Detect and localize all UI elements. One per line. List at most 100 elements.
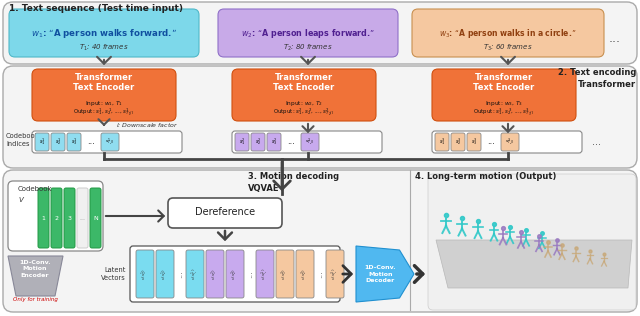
FancyBboxPatch shape bbox=[8, 181, 103, 251]
FancyBboxPatch shape bbox=[51, 133, 65, 151]
Text: $T_3$: 60 frames: $T_3$: 60 frames bbox=[483, 43, 532, 53]
FancyBboxPatch shape bbox=[3, 66, 637, 168]
Polygon shape bbox=[356, 246, 414, 302]
Text: $s_1^1$: $s_1^1$ bbox=[38, 137, 45, 147]
Text: ...: ... bbox=[175, 270, 184, 278]
FancyBboxPatch shape bbox=[9, 9, 199, 57]
Text: Text Encoder: Text Encoder bbox=[474, 83, 534, 92]
FancyBboxPatch shape bbox=[218, 9, 398, 57]
Text: Codebook
Indices: Codebook Indices bbox=[6, 133, 40, 147]
Text: Dereference: Dereference bbox=[195, 207, 255, 217]
Text: Output: $s_1^2$, $s_2^2$, ..., $s_{T_2/l}^2$: Output: $s_1^2$, $s_2^2$, ..., $s_{T_2/l… bbox=[273, 106, 335, 118]
Text: $s_3^3$: $s_3^3$ bbox=[470, 137, 477, 147]
FancyBboxPatch shape bbox=[432, 69, 576, 121]
FancyBboxPatch shape bbox=[412, 9, 604, 57]
FancyBboxPatch shape bbox=[276, 250, 294, 298]
FancyBboxPatch shape bbox=[296, 250, 314, 298]
Text: $v(s_1^2)$: $v(s_1^2)$ bbox=[210, 268, 220, 280]
Text: ...: ... bbox=[87, 137, 95, 147]
FancyBboxPatch shape bbox=[77, 188, 88, 248]
FancyBboxPatch shape bbox=[267, 133, 281, 151]
FancyBboxPatch shape bbox=[130, 246, 340, 302]
Text: ...: ... bbox=[246, 270, 255, 278]
FancyBboxPatch shape bbox=[251, 133, 265, 151]
Text: ...: ... bbox=[609, 32, 621, 45]
FancyBboxPatch shape bbox=[432, 131, 582, 153]
FancyBboxPatch shape bbox=[32, 131, 182, 153]
Text: $v(s_{T_2}^2)$: $v(s_{T_2}^2)$ bbox=[260, 268, 271, 280]
Text: $s_{T_1/l}^1$: $s_{T_1/l}^1$ bbox=[105, 137, 115, 148]
Text: N: N bbox=[93, 216, 98, 221]
Text: $s_1^3$: $s_1^3$ bbox=[438, 137, 445, 147]
Text: Input: $w_3$, $T_3$: Input: $w_3$, $T_3$ bbox=[485, 99, 523, 107]
Text: $s_{T_2/l}^2$: $s_{T_2/l}^2$ bbox=[305, 137, 315, 148]
FancyBboxPatch shape bbox=[467, 133, 481, 151]
Text: $v(s_{T_1}^1)$: $v(s_{T_1}^1)$ bbox=[189, 268, 200, 280]
Text: 2. Text encoding
Transformer: 2. Text encoding Transformer bbox=[557, 68, 636, 89]
Text: $v(s_2^1)$: $v(s_2^1)$ bbox=[160, 268, 170, 280]
Text: $s_2^3$: $s_2^3$ bbox=[454, 137, 461, 147]
FancyBboxPatch shape bbox=[3, 2, 637, 64]
FancyBboxPatch shape bbox=[67, 133, 81, 151]
Text: 3. Motion decoding
VQVAE: 3. Motion decoding VQVAE bbox=[248, 172, 339, 193]
FancyBboxPatch shape bbox=[168, 198, 282, 228]
FancyBboxPatch shape bbox=[235, 133, 249, 151]
Text: Input: $w_1$, $T_1$: Input: $w_1$, $T_1$ bbox=[85, 99, 123, 107]
Text: Latent
Vectors: Latent Vectors bbox=[101, 267, 126, 281]
Text: Transformer: Transformer bbox=[275, 73, 333, 82]
Text: $s_2^2$: $s_2^2$ bbox=[255, 137, 261, 147]
FancyBboxPatch shape bbox=[136, 250, 154, 298]
Text: ...: ... bbox=[487, 137, 495, 147]
FancyBboxPatch shape bbox=[232, 69, 376, 121]
Text: Output: $s_1^3$, $s_2^3$, ..., $s_{T_3/l}^3$: Output: $s_1^3$, $s_2^3$, ..., $s_{T_3/l… bbox=[474, 106, 534, 118]
FancyBboxPatch shape bbox=[226, 250, 244, 298]
Text: Transformer: Transformer bbox=[75, 73, 133, 82]
FancyBboxPatch shape bbox=[232, 131, 382, 153]
FancyBboxPatch shape bbox=[206, 250, 224, 298]
Text: ...: ... bbox=[316, 270, 324, 278]
Text: Transformer: Transformer bbox=[475, 73, 533, 82]
Polygon shape bbox=[8, 256, 63, 296]
Text: ...: ... bbox=[592, 137, 601, 147]
Text: Text Encoder: Text Encoder bbox=[74, 83, 134, 92]
Text: ...: ... bbox=[79, 216, 86, 221]
FancyBboxPatch shape bbox=[64, 188, 75, 248]
Text: $T_2$: 80 frames: $T_2$: 80 frames bbox=[284, 43, 333, 53]
FancyBboxPatch shape bbox=[32, 69, 176, 121]
FancyBboxPatch shape bbox=[428, 174, 636, 310]
FancyBboxPatch shape bbox=[3, 170, 637, 312]
Text: 1: 1 bbox=[42, 216, 45, 221]
Text: $s_2^1$: $s_2^1$ bbox=[54, 137, 61, 147]
Text: ...: ... bbox=[287, 137, 295, 147]
Text: 1D-Conv.
Motion
Encoder: 1D-Conv. Motion Encoder bbox=[19, 260, 51, 278]
Text: $l$: Downscale factor: $l$: Downscale factor bbox=[116, 121, 179, 129]
Text: $T_1$: 40 frames: $T_1$: 40 frames bbox=[79, 43, 129, 53]
FancyBboxPatch shape bbox=[435, 133, 449, 151]
FancyBboxPatch shape bbox=[301, 133, 319, 151]
FancyBboxPatch shape bbox=[51, 188, 62, 248]
Text: 1D-Conv.
Motion
Decoder: 1D-Conv. Motion Decoder bbox=[365, 265, 396, 283]
FancyBboxPatch shape bbox=[35, 133, 49, 151]
FancyBboxPatch shape bbox=[90, 188, 101, 248]
FancyBboxPatch shape bbox=[501, 133, 519, 151]
Text: 4. Long-term motion (Output): 4. Long-term motion (Output) bbox=[415, 172, 556, 181]
FancyBboxPatch shape bbox=[186, 250, 204, 298]
Text: $s_1^2$: $s_1^2$ bbox=[239, 137, 245, 147]
Text: Output: $s_1^1$, $s_2^1$, ..., $s_{T_1/l}^1$: Output: $s_1^1$, $s_2^1$, ..., $s_{T_1/l… bbox=[74, 106, 134, 118]
Text: $v(s_2^2)$: $v(s_2^2)$ bbox=[230, 268, 240, 280]
Text: $w_2$: “A person leaps forward.”: $w_2$: “A person leaps forward.” bbox=[241, 27, 375, 40]
Text: $v(s_1^3)$: $v(s_1^3)$ bbox=[280, 268, 291, 280]
Text: 1. Text sequence (Test time input): 1. Text sequence (Test time input) bbox=[9, 4, 183, 13]
Text: 3: 3 bbox=[67, 216, 72, 221]
Text: 2: 2 bbox=[54, 216, 58, 221]
Text: $w_3$: “A person walks in a circle.”: $w_3$: “A person walks in a circle.” bbox=[439, 27, 577, 40]
Text: $v(s_1^1)$: $v(s_1^1)$ bbox=[140, 268, 150, 280]
FancyBboxPatch shape bbox=[156, 250, 174, 298]
Text: $v(s_2^3)$: $v(s_2^3)$ bbox=[300, 268, 310, 280]
Polygon shape bbox=[436, 240, 632, 288]
Text: Input: $w_2$, $T_2$: Input: $w_2$, $T_2$ bbox=[285, 99, 323, 107]
FancyBboxPatch shape bbox=[326, 250, 344, 298]
FancyBboxPatch shape bbox=[101, 133, 119, 151]
Text: $s_3^1$: $s_3^1$ bbox=[70, 137, 77, 147]
Text: Codebook
$V$: Codebook $V$ bbox=[18, 186, 52, 204]
